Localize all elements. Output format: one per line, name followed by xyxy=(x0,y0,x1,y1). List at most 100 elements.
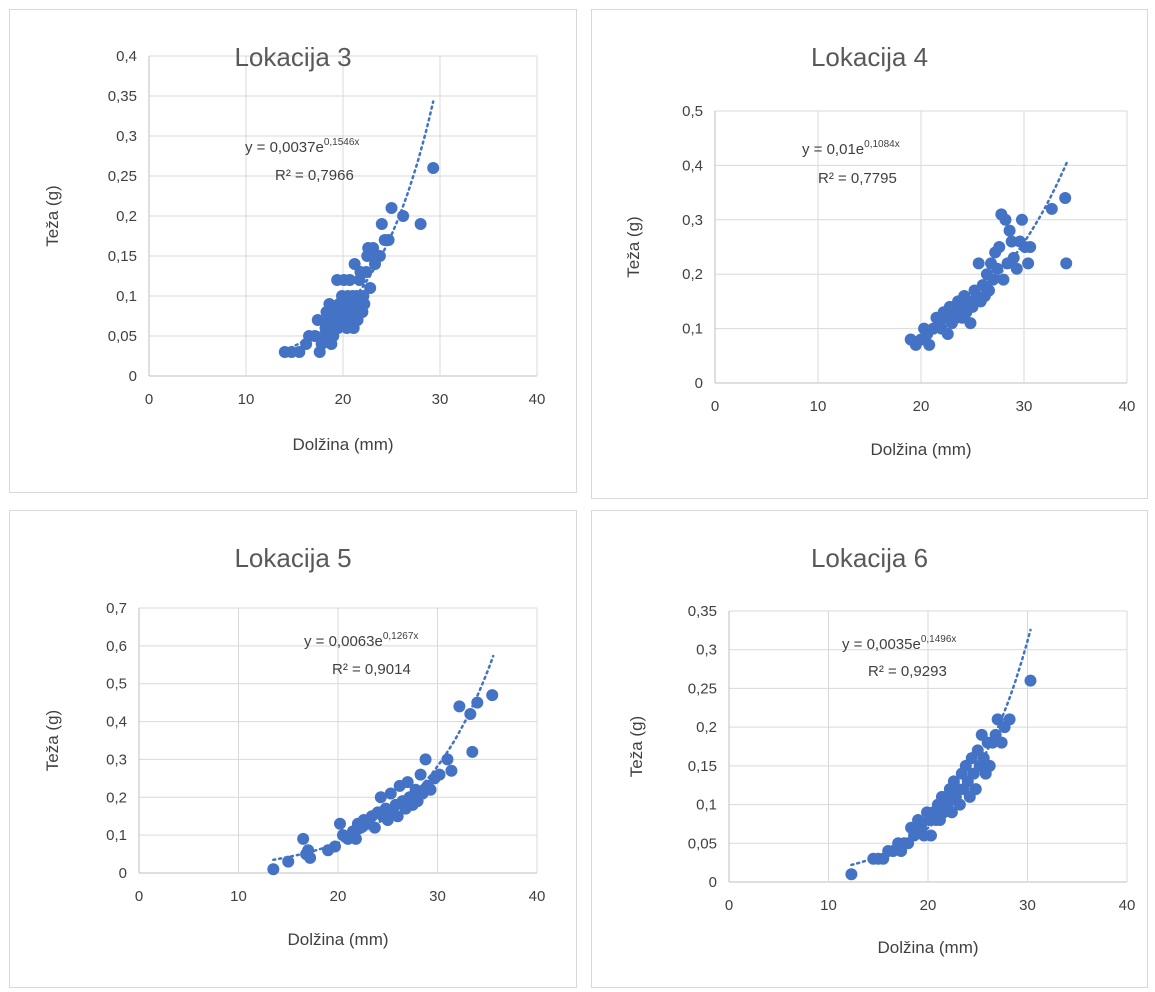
x-tick-label: 10 xyxy=(230,888,247,905)
y-axis-title: Teža (g) xyxy=(624,216,643,277)
x-axis-title: Dolžina (mm) xyxy=(292,435,393,454)
y-tick-label: 0,1 xyxy=(116,288,137,305)
data-point xyxy=(343,274,356,286)
data-point xyxy=(364,282,377,294)
y-tick-label: 0,3 xyxy=(106,751,127,768)
chart-title: Lokacija 6 xyxy=(811,543,928,573)
y-tick-label: 0,15 xyxy=(108,248,137,265)
x-tick-label: 0 xyxy=(135,888,143,905)
data-point xyxy=(1060,257,1073,270)
chart-svg: 0 0,05 0,1 0,15 0,2 0,25 0,3 0,35 0 10 20 30 40 Lokac… xyxy=(627,543,1136,957)
data-point xyxy=(993,241,1006,253)
x-tick-label: 30 xyxy=(1019,897,1036,914)
x-tick-label: 0 xyxy=(725,897,733,914)
chart-svg: 0 0,05 0,1 0,15 0,2 0,25 0,3 0,35 0,4 0 10 20 30 40 Lo… xyxy=(43,42,545,454)
y-tick-label: 0,25 xyxy=(108,168,137,185)
data-point xyxy=(923,338,936,351)
trendline xyxy=(272,654,495,862)
x-axis-title: Dolžina (mm) xyxy=(877,938,978,957)
data-point xyxy=(1005,235,1018,248)
y-tick-label: 0 xyxy=(119,865,127,882)
y-tick-label: 0,2 xyxy=(116,208,137,225)
data-point xyxy=(419,753,432,766)
data-point xyxy=(374,791,387,804)
x-tick-label: 0 xyxy=(145,391,153,408)
y-axis-title: Teža (g) xyxy=(627,716,646,777)
trendline xyxy=(283,100,435,352)
data-point xyxy=(964,317,977,330)
x-tick-label: 40 xyxy=(1119,398,1136,415)
data-point xyxy=(1015,213,1028,226)
data-point xyxy=(358,298,371,310)
data-point xyxy=(391,810,404,823)
y-axis-title: Teža (g) xyxy=(43,710,62,771)
y-tick-label: 0,5 xyxy=(682,103,703,120)
y-tick-label: 0,7 xyxy=(106,600,127,617)
trendline-equation: y = 0,0035e0,1496x xyxy=(842,634,956,653)
r-squared-label: R² = 0,7795 xyxy=(818,170,897,187)
y-tick-label: 0,4 xyxy=(682,157,703,174)
data-point xyxy=(1022,257,1035,270)
data-point xyxy=(997,273,1010,286)
data-point xyxy=(373,250,386,262)
chart-title: Lokacija 4 xyxy=(811,42,928,72)
data-point xyxy=(424,783,437,796)
y-tick-label: 0,25 xyxy=(688,680,717,697)
data-point xyxy=(845,868,858,881)
r-squared-label: R² = 0,9293 xyxy=(868,663,947,680)
data-point xyxy=(486,689,499,702)
y-tick-label: 0,3 xyxy=(682,212,703,229)
x-tick-label: 30 xyxy=(432,391,449,408)
data-point xyxy=(1003,713,1016,726)
data-point xyxy=(368,821,381,834)
x-tick-label: 20 xyxy=(913,398,930,415)
data-point xyxy=(304,851,317,864)
data-point xyxy=(427,162,440,174)
data-point xyxy=(1003,224,1016,237)
trendline-equation: y = 0,01e0,1084x xyxy=(802,139,900,158)
y-tick-label: 0,2 xyxy=(106,789,127,806)
y-tick-label: 0,5 xyxy=(106,676,127,693)
data-point xyxy=(995,736,1008,749)
x-tick-label: 20 xyxy=(920,897,937,914)
y-tick-label: 0,3 xyxy=(116,128,137,145)
data-point xyxy=(953,798,966,811)
data-point xyxy=(999,213,1012,226)
data-point xyxy=(1045,202,1058,215)
x-tick-label: 40 xyxy=(1119,897,1136,914)
data-point xyxy=(466,745,479,758)
x-axis-title: Dolžina (mm) xyxy=(287,930,388,949)
data-point xyxy=(924,829,937,842)
y-tick-label: 0,1 xyxy=(696,797,717,814)
data-point xyxy=(333,817,346,830)
data-point xyxy=(1024,241,1037,253)
chart-panel-lokacija-4: 0 0,1 0,2 0,3 0,4 0,5 0 10 20 30 40 Lokacija 4 Dolži… xyxy=(591,9,1148,499)
x-tick-label: 30 xyxy=(1016,398,1033,415)
data-point xyxy=(908,829,921,842)
x-tick-label: 40 xyxy=(529,888,546,905)
data-point xyxy=(941,328,954,341)
data-point xyxy=(297,832,310,845)
data-point xyxy=(401,776,414,789)
x-tick-label: 20 xyxy=(335,391,352,408)
data-point xyxy=(1010,262,1023,275)
x-tick-label: 10 xyxy=(810,398,827,415)
x-tick-label: 10 xyxy=(820,897,837,914)
data-point xyxy=(375,218,388,230)
data-point xyxy=(311,314,324,326)
y-tick-label: 0 xyxy=(129,368,137,385)
data-point xyxy=(433,768,446,781)
x-tick-label: 0 xyxy=(711,398,719,415)
y-tick-label: 0,3 xyxy=(696,642,717,659)
data-point xyxy=(969,783,982,796)
data-point xyxy=(267,863,280,876)
y-tick-label: 0,2 xyxy=(696,719,717,736)
data-point xyxy=(384,787,397,800)
data-point xyxy=(983,759,996,772)
data-point xyxy=(323,298,336,310)
r-squared-label: R² = 0,7966 xyxy=(275,167,354,184)
y-tick-label: 0,2 xyxy=(682,266,703,283)
x-axis-title: Dolžina (mm) xyxy=(870,440,971,459)
chart-panel-lokacija-3: 0 0,05 0,1 0,15 0,2 0,25 0,3 0,35 0,4 0 10 20 30 40 Lo… xyxy=(9,9,577,493)
data-point xyxy=(385,202,398,214)
